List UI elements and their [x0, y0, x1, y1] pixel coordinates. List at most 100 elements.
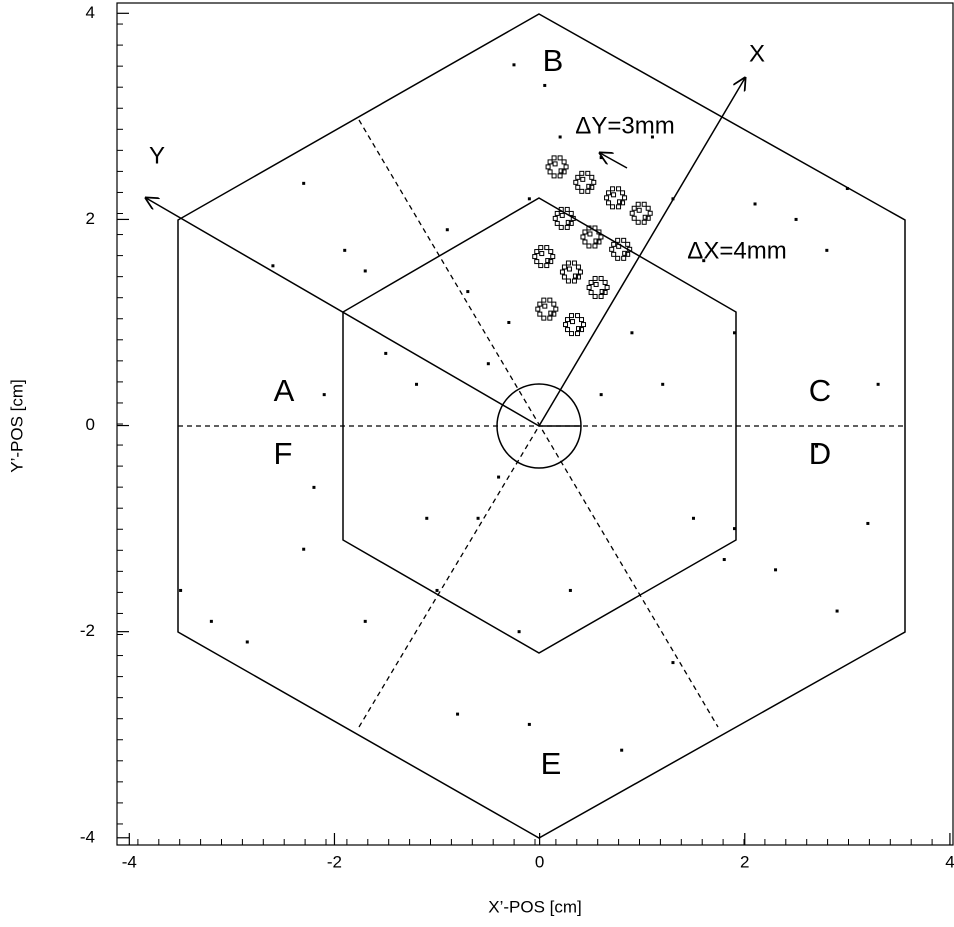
cluster-hit: [569, 313, 575, 319]
cluster-hit: [551, 155, 557, 161]
point: [302, 181, 306, 185]
cluster-hit: [565, 317, 571, 323]
cluster-hit: [579, 188, 585, 194]
cluster-hit: [559, 212, 565, 218]
point: [527, 197, 531, 201]
cluster-hit: [588, 279, 594, 285]
cluster-hit: [616, 243, 622, 249]
cluster-hit: [544, 263, 550, 269]
cluster-hit: [621, 237, 627, 243]
cluster-hit: [641, 201, 647, 207]
cluster-hit: [532, 254, 538, 260]
point: [630, 331, 634, 335]
cluster-hit: [592, 275, 598, 281]
cluster-hit: [611, 192, 617, 198]
cluster-hit: [534, 249, 540, 255]
cluster-hit: [598, 234, 604, 240]
cluster-hit: [554, 210, 560, 216]
point: [845, 187, 849, 191]
point: [476, 516, 480, 520]
x-tick-label: 4: [945, 852, 954, 871]
cluster-hit: [538, 263, 544, 269]
cluster-hit: [641, 219, 647, 225]
point: [543, 83, 547, 87]
point: [835, 609, 839, 613]
cluster-hit: [558, 206, 564, 212]
cluster-hit: [606, 200, 612, 206]
cluster-hit: [551, 301, 557, 307]
point: [702, 259, 706, 263]
cluster-hit: [539, 251, 545, 257]
x-tick-label: -4: [122, 852, 137, 871]
point: [302, 547, 306, 551]
point: [733, 527, 737, 531]
cluster-hit: [616, 186, 622, 192]
cluster-hit: [645, 205, 651, 211]
point-cluster: [586, 275, 610, 299]
cluster-hit: [620, 200, 626, 206]
dy-arrow: [600, 153, 628, 169]
cluster-hit: [572, 273, 578, 279]
cluster-hit: [598, 293, 604, 299]
cluster-hit: [592, 225, 598, 231]
cluster-hit: [538, 245, 544, 251]
cluster-hit: [589, 174, 595, 180]
cluster-hit: [534, 259, 540, 265]
outer-hexagon: [177, 13, 906, 839]
point: [507, 320, 511, 324]
cluster-hit: [570, 215, 576, 221]
cluster-hit: [591, 179, 597, 185]
point-cluster: [535, 297, 559, 321]
cluster-hit: [586, 225, 592, 231]
cluster-hit: [537, 311, 543, 317]
cluster-hit: [563, 164, 569, 170]
cluster-hit: [550, 254, 556, 260]
cluster-hit: [554, 220, 560, 226]
cluster-hit: [596, 239, 602, 245]
cluster-hit: [535, 306, 541, 312]
cluster-hit: [625, 251, 631, 257]
cluster-hit: [586, 243, 592, 249]
point: [671, 661, 675, 665]
cluster-hit: [596, 229, 602, 235]
point: [568, 588, 572, 592]
cluster-hit: [593, 238, 599, 244]
cluster-hit: [642, 214, 648, 220]
point: [466, 290, 470, 294]
cluster-hit: [561, 274, 567, 280]
y-arrow: [146, 198, 540, 427]
point: [558, 135, 562, 139]
cluster-hit: [622, 250, 628, 256]
cluster-hit: [616, 204, 622, 210]
cluster-hit: [604, 284, 610, 290]
cluster-hit: [561, 159, 567, 165]
point: [866, 521, 870, 525]
cluster-hit: [579, 327, 585, 333]
y-tick-label: 4: [86, 3, 95, 22]
point: [517, 630, 521, 634]
cluster-hit: [552, 215, 558, 221]
annotation: ΔY=3mm: [575, 112, 674, 139]
cluster-hit: [598, 275, 604, 281]
point: [384, 351, 388, 355]
y-tick-label: -2: [80, 621, 95, 640]
cluster-hit: [561, 169, 567, 175]
cluster-hit: [588, 289, 594, 295]
cluster-hit: [563, 322, 569, 328]
cluster-hit: [635, 219, 641, 225]
cluster-hit: [586, 284, 592, 290]
sector-label: F: [274, 436, 293, 471]
point-cluster: [609, 237, 633, 261]
point: [445, 228, 449, 232]
cluster-hit: [575, 331, 581, 337]
point: [435, 588, 439, 592]
cluster-hit: [565, 327, 571, 333]
cluster-hit: [559, 269, 565, 275]
annotation: ΔX=4mm: [687, 237, 786, 264]
x-axis-label: X’-POS [cm]: [488, 897, 582, 916]
cluster-hit: [592, 293, 598, 299]
cluster-hit: [580, 234, 586, 240]
point: [825, 248, 829, 252]
cluster-hit: [611, 251, 617, 257]
